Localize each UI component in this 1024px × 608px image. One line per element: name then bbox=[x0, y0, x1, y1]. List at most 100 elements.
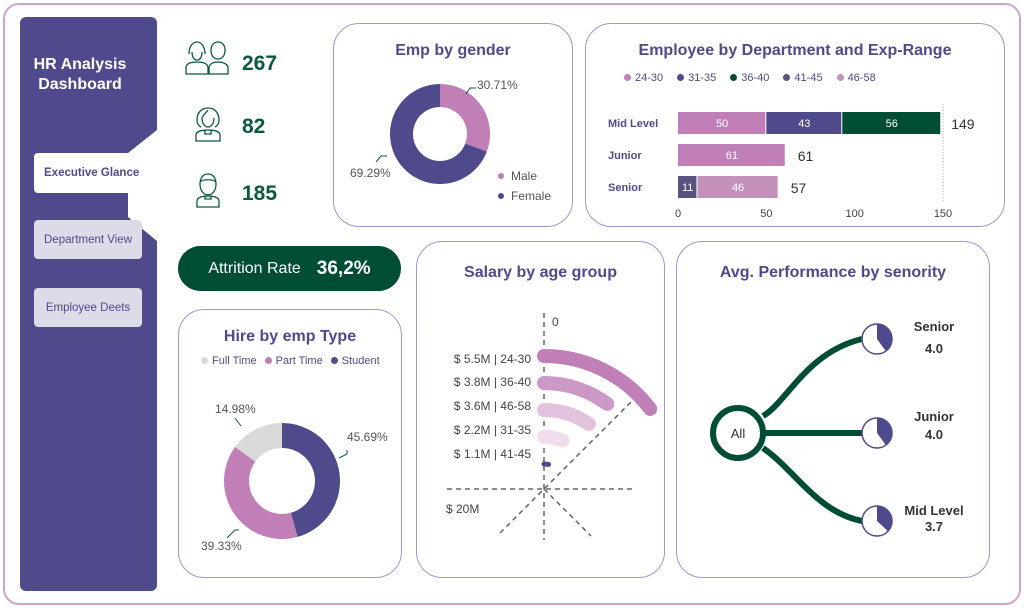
hire-donut-chart: 45.69% 39.33% 14.98% bbox=[201, 402, 388, 553]
bar-data-label: 61 bbox=[726, 150, 738, 162]
attrition-rate-badge: Attrition Rate 36,2% bbox=[178, 246, 401, 291]
gender-card: Emp by gender 30.71% 69.29% Male Female bbox=[333, 23, 573, 227]
radial-bar-label: $ 3.6M | 46-58 bbox=[454, 399, 531, 413]
radial-bar bbox=[537, 349, 658, 416]
legend-item: Full Time bbox=[201, 355, 257, 367]
root-node[interactable] bbox=[710, 405, 766, 461]
salary-radial-chart: 0 $ 20M $ 5.5M | 24-30 $ 3.8M | 36-40 $ 3.… bbox=[446, 313, 658, 540]
radial-bar bbox=[537, 376, 615, 411]
root-label: All bbox=[731, 426, 746, 441]
performance-fill bbox=[877, 418, 892, 446]
radial-bar-label: $ 1.1M | 41-45 bbox=[454, 447, 531, 461]
gender-chart-title: Emp by gender bbox=[395, 42, 511, 59]
bar-segment bbox=[697, 176, 778, 198]
node-name: Senior bbox=[914, 319, 954, 334]
department-legend: 24-30 31-35 36-40 41-45 46-58 bbox=[624, 72, 876, 84]
legend-dot-male bbox=[498, 173, 504, 179]
bar-segment bbox=[766, 112, 842, 134]
axis-max-label: $ 20M bbox=[446, 502, 479, 516]
branch-senior bbox=[761, 336, 863, 419]
student-pct-label: 45.69% bbox=[347, 430, 388, 444]
department-chart-title: Employee by Department and Exp-Range bbox=[638, 42, 952, 59]
legend-item: 31-35 bbox=[677, 72, 716, 84]
bar-data-label: 43 bbox=[798, 118, 810, 130]
performance-chart-title: Avg. Performance by senority bbox=[719, 264, 947, 281]
legend-item: 46-58 bbox=[836, 72, 876, 84]
bar-segment bbox=[678, 144, 785, 166]
legend-item: Student bbox=[330, 355, 380, 367]
legend-female: Female bbox=[511, 189, 551, 203]
category-label: Senior bbox=[608, 182, 643, 194]
gender-donut-chart: 30.71% 69.29% Male Female bbox=[350, 78, 551, 203]
kpi-female-employees: 82 bbox=[242, 115, 266, 138]
x-tick-label: 50 bbox=[760, 208, 772, 220]
category-label: Mid Level bbox=[608, 118, 658, 130]
tab-executive-glance[interactable]: Executive Glance bbox=[34, 153, 156, 193]
app-title: HR Analysis Dashboard bbox=[33, 56, 127, 93]
kpi-male-employees: 185 bbox=[242, 182, 278, 205]
bar-data-label: 46 bbox=[732, 182, 744, 194]
radial-bar-label: $ 2.2M | 31-35 bbox=[454, 423, 531, 437]
donut-slice-part-time bbox=[224, 446, 298, 539]
x-tick-label: 100 bbox=[845, 208, 863, 220]
performance-fill bbox=[877, 506, 893, 532]
parttime-pct-label: 39.33% bbox=[201, 539, 242, 553]
attrition-label: Attrition Rate bbox=[208, 259, 301, 277]
department-bar-chart: Mid Level 50 43 56 149 Junior 61 61 Senior 11 46 57… bbox=[608, 104, 975, 220]
donut-slice-male bbox=[440, 84, 490, 152]
female-pct-label: 69.29% bbox=[350, 166, 391, 180]
radial-bar bbox=[537, 430, 570, 448]
branch-mid-level bbox=[761, 445, 863, 524]
performance-fill bbox=[877, 324, 892, 352]
bar-total-label: 149 bbox=[951, 116, 975, 132]
hire-chart-title: Hire by emp Type bbox=[223, 328, 357, 345]
bar-data-label: 56 bbox=[886, 118, 898, 130]
bar-data-label: 11 bbox=[682, 182, 693, 194]
hire-legend: Full Time Part Time Student bbox=[201, 355, 380, 367]
axis-min-label: 0 bbox=[552, 315, 559, 329]
bar-data-label: 50 bbox=[716, 118, 728, 130]
people-icon bbox=[185, 41, 229, 75]
tab-employee-deets[interactable]: Employee Deets bbox=[34, 288, 142, 327]
leader-line bbox=[234, 417, 242, 427]
bar-total-label: 61 bbox=[798, 148, 814, 164]
radial-bar-label: $ 5.5M | 24-30 bbox=[454, 352, 531, 366]
male-pct-label: 30.71% bbox=[477, 78, 518, 92]
node-name: Mid Level bbox=[904, 503, 963, 518]
bar-segment bbox=[842, 112, 941, 134]
node-value: 4.0 bbox=[925, 427, 943, 442]
x-tick-label: 0 bbox=[675, 208, 681, 220]
x-tick-label: 150 bbox=[934, 208, 952, 220]
bar-total-label: 57 bbox=[791, 180, 807, 196]
legend-item: Part Time bbox=[264, 355, 323, 367]
donut-slice-full-time bbox=[235, 423, 282, 462]
bar-segment bbox=[678, 176, 697, 198]
kpi-total-employees: 267 bbox=[242, 52, 278, 75]
category-label: Junior bbox=[608, 150, 642, 162]
dashboard-frame bbox=[3, 3, 1021, 605]
radial-bar bbox=[537, 403, 596, 432]
leader-line bbox=[465, 87, 476, 95]
fulltime-pct-label: 14.98% bbox=[215, 402, 256, 416]
bar-segment bbox=[678, 112, 766, 134]
leader-line bbox=[338, 450, 348, 459]
node-name: Junior bbox=[914, 409, 954, 424]
department-card: Employee by Department and Exp-Range 24-… bbox=[585, 23, 1005, 227]
salary-chart-title: Salary by age group bbox=[464, 264, 617, 281]
leader-line bbox=[226, 529, 239, 539]
leader-line bbox=[375, 155, 387, 163]
salary-card: Salary by age group 0 $ 20M $ 5.5M | 24-… bbox=[416, 241, 665, 578]
radial-bar-label: $ 3.8M | 36-40 bbox=[454, 375, 531, 389]
attrition-value: 36,2% bbox=[316, 257, 371, 279]
performance-card: Avg. Performance by senority All Senior 4… bbox=[676, 241, 990, 578]
donut-slice-student bbox=[282, 423, 340, 537]
legend-item: 24-30 bbox=[624, 72, 663, 84]
donut-slice-female bbox=[390, 84, 487, 184]
tab-department-view[interactable]: Department View bbox=[34, 220, 142, 259]
female-icon bbox=[195, 107, 221, 142]
legend-male: Male bbox=[511, 169, 537, 183]
node-value: 3.7 bbox=[925, 519, 943, 534]
legend-item: 36-40 bbox=[730, 72, 769, 84]
legend-dot-female bbox=[498, 193, 504, 199]
